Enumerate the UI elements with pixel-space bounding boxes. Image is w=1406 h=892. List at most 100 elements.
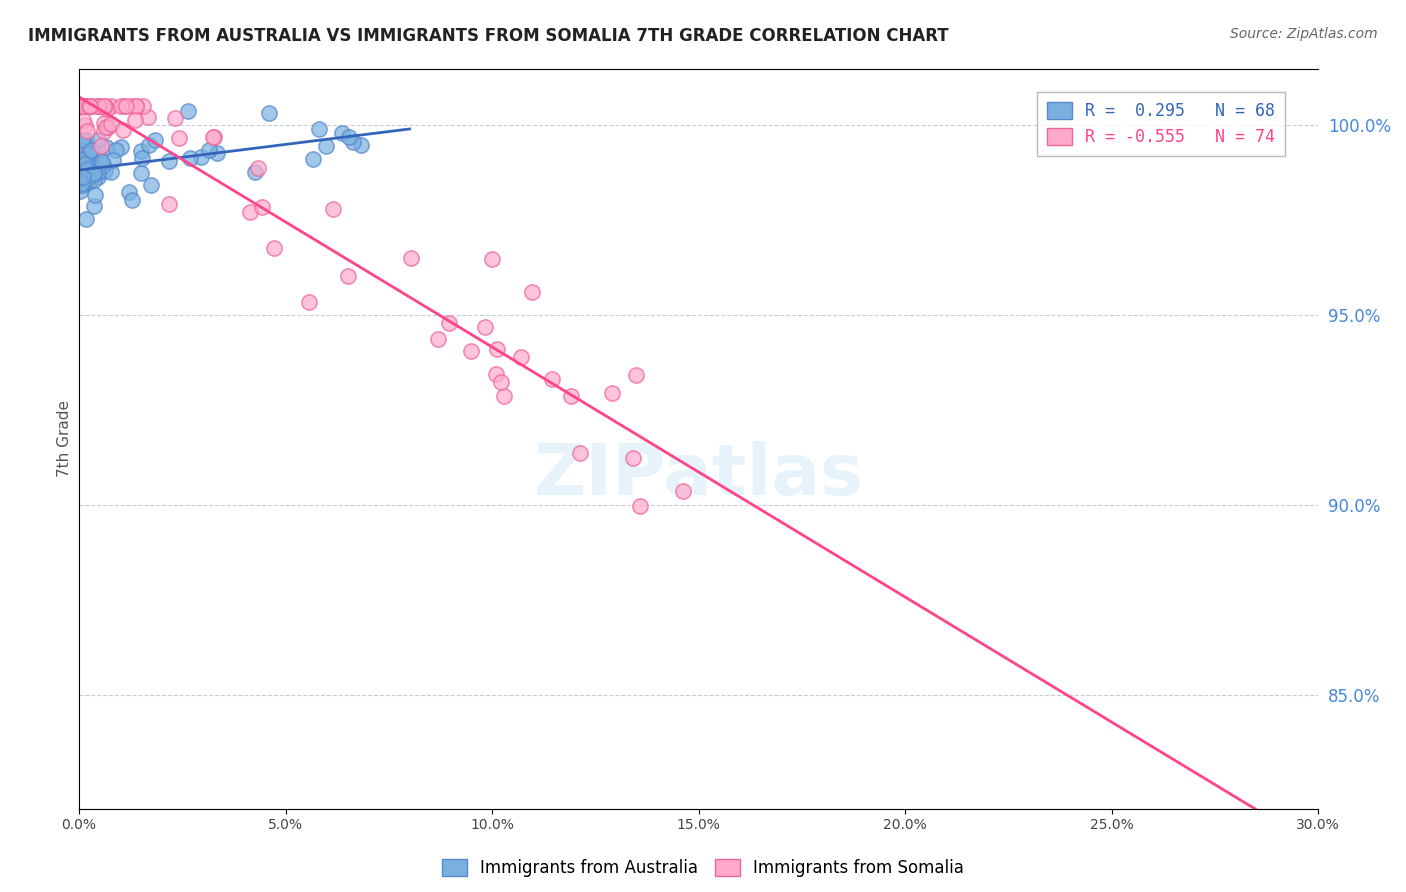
Text: IMMIGRANTS FROM AUSTRALIA VS IMMIGRANTS FROM SOMALIA 7TH GRADE CORRELATION CHART: IMMIGRANTS FROM AUSTRALIA VS IMMIGRANTS … [28, 27, 949, 45]
Point [125, 99, 148, 113]
Point [77, 99, 100, 113]
Point [75, 119, 97, 133]
Point [486, 342, 509, 356]
Point [246, 161, 269, 175]
Point [541, 372, 564, 386]
Point [93, 124, 115, 138]
Point [342, 136, 364, 150]
Legend: Immigrants from Australia, Immigrants from Somalia: Immigrants from Australia, Immigrants fr… [436, 852, 970, 884]
Point [337, 129, 360, 144]
Point [522, 285, 544, 299]
Point [239, 204, 262, 219]
Point [297, 295, 319, 310]
Point [72, 178, 94, 193]
Point [69, 100, 91, 114]
Point [100, 118, 122, 132]
Point [80, 99, 103, 113]
Point [190, 150, 212, 164]
Point [94, 99, 117, 113]
Point [70, 133, 93, 147]
Legend: R =  0.295   N = 68, R = -0.555   N = 74: R = 0.295 N = 68, R = -0.555 N = 74 [1036, 92, 1285, 156]
Point [243, 165, 266, 179]
Point [474, 319, 496, 334]
Point [198, 143, 221, 157]
Point [69, 184, 91, 198]
Point [91, 158, 114, 172]
Point [79, 99, 101, 113]
Point [100, 99, 122, 113]
Point [70, 176, 93, 190]
Point [69, 156, 91, 170]
Point [460, 343, 482, 358]
Point [94, 120, 117, 135]
Point [83, 173, 105, 187]
Point [257, 106, 280, 120]
Point [179, 151, 201, 165]
Point [163, 111, 186, 125]
Point [628, 499, 651, 513]
Point [80, 154, 103, 169]
Point [75, 211, 97, 226]
Point [76, 161, 98, 176]
Point [205, 146, 228, 161]
Point [315, 139, 337, 153]
Point [73, 99, 96, 113]
Point [87, 169, 110, 184]
Point [69, 156, 91, 170]
Point [157, 197, 180, 211]
Point [79, 99, 101, 113]
Point [87, 133, 110, 147]
Point [250, 200, 273, 214]
Point [76, 124, 98, 138]
Point [494, 388, 516, 402]
Point [176, 103, 198, 118]
Point [72, 172, 94, 186]
Point [485, 368, 508, 382]
Point [110, 139, 132, 153]
Point [75, 99, 97, 113]
Point [121, 194, 143, 208]
Text: ZIPatlas: ZIPatlas [534, 442, 863, 510]
Point [132, 99, 155, 113]
Point [73, 161, 96, 175]
Point [308, 121, 330, 136]
Point [69, 178, 91, 192]
Point [96, 140, 118, 154]
Point [70, 99, 93, 113]
Point [86, 165, 108, 179]
Point [263, 241, 285, 255]
Point [87, 143, 110, 157]
Point [76, 155, 98, 169]
Point [70, 99, 93, 113]
Point [322, 202, 344, 216]
Point [69, 170, 91, 185]
Point [330, 126, 353, 140]
Point [105, 144, 128, 158]
Point [79, 99, 101, 113]
Point [93, 116, 115, 130]
Point [141, 178, 163, 192]
Point [509, 351, 531, 365]
Point [569, 445, 592, 459]
Point [112, 123, 135, 137]
Point [90, 155, 112, 169]
Point [129, 145, 152, 159]
Point [75, 99, 97, 113]
Point [80, 160, 103, 174]
Point [72, 163, 94, 178]
Point [73, 99, 96, 113]
Point [84, 188, 107, 202]
Point [75, 133, 97, 147]
Point [110, 99, 132, 113]
Point [167, 130, 190, 145]
Point [626, 368, 648, 382]
Point [83, 166, 105, 180]
Point [124, 113, 146, 128]
Point [75, 156, 97, 170]
Point [136, 110, 159, 124]
Point [96, 103, 118, 117]
Point [79, 99, 101, 113]
Point [87, 99, 110, 113]
Point [143, 133, 166, 147]
Point [118, 185, 141, 199]
